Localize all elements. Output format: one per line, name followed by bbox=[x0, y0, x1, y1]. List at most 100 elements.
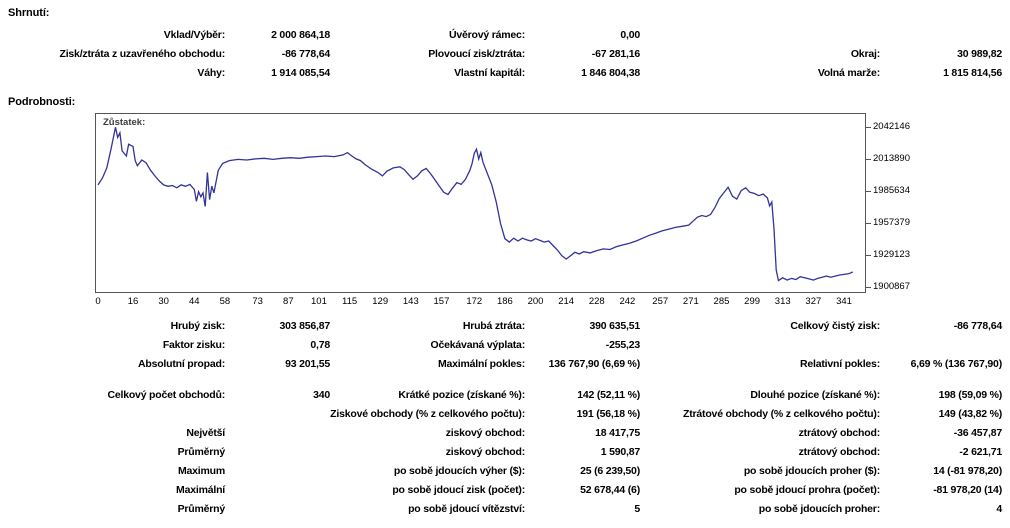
stat-value bbox=[225, 443, 330, 462]
balance-series-line bbox=[97, 127, 854, 282]
x-axis-label: 143 bbox=[402, 296, 419, 307]
stat-label: po sobě jdoucí vítězství: bbox=[408, 503, 525, 515]
stat-label: Ziskové obchody (% z celkového počtu): bbox=[330, 408, 525, 420]
stat-value: 30 989,82 bbox=[957, 48, 1002, 60]
x-axis-label: 87 bbox=[283, 296, 294, 307]
stat-value: 1 590,87 bbox=[600, 446, 640, 458]
stat-value: 149 (43,82 %) bbox=[938, 408, 1003, 420]
stat-label bbox=[640, 26, 880, 45]
x-axis-label: 44 bbox=[188, 296, 200, 307]
x-axis-label: 115 bbox=[342, 296, 358, 307]
x-axis-label: 157 bbox=[433, 296, 450, 307]
stat-label: po sobě jdoucí prohra (počet): bbox=[734, 484, 880, 496]
x-axis-label: 172 bbox=[466, 296, 483, 307]
stat-label: Úvěrový rámec: bbox=[449, 29, 525, 41]
y-axis-tick bbox=[866, 222, 871, 224]
x-axis-label: 299 bbox=[744, 296, 761, 307]
y-axis-label: 1929123 bbox=[873, 248, 910, 260]
stat-label: Faktor zisku: bbox=[162, 339, 225, 351]
stat-value: 4 bbox=[996, 503, 1002, 515]
stat-value bbox=[225, 481, 330, 500]
stat-label: ztrátový obchod: bbox=[798, 427, 881, 439]
x-axis-label: 30 bbox=[158, 296, 169, 307]
x-axis-label: 228 bbox=[588, 296, 605, 307]
x-axis-label: 16 bbox=[127, 296, 139, 307]
stat-value bbox=[225, 462, 330, 481]
stat-label: Průměrný bbox=[177, 503, 226, 515]
stat-label: po sobě jdoucích proher ($): bbox=[743, 465, 880, 477]
x-axis-label: 73 bbox=[252, 296, 263, 307]
stat-label: Hrubý zisk: bbox=[170, 320, 226, 332]
chart-plot-area: Zůstatek: bbox=[95, 113, 866, 293]
x-axis-label: 0 bbox=[95, 296, 101, 307]
stat-label: Dlouhé pozice (získané %): bbox=[750, 389, 880, 401]
x-axis-label: 186 bbox=[496, 296, 513, 307]
x-axis-label: 285 bbox=[713, 296, 730, 307]
stat-label: Vklad/Výběr: bbox=[163, 29, 225, 41]
summary-section-title: Shrnutí: bbox=[8, 7, 50, 19]
stat-value bbox=[225, 424, 330, 443]
x-axis-label: 214 bbox=[558, 296, 575, 307]
stat-label: Relativní pokles: bbox=[799, 358, 880, 370]
stats-grid-bottom: Celkový počet obchodů: 340 Krátké pozice (… bbox=[8, 386, 1002, 519]
stat-label: po sobě jdoucích výher ($): bbox=[393, 465, 525, 477]
stat-value: 0,00 bbox=[620, 29, 640, 41]
x-axis-label: 313 bbox=[774, 296, 791, 307]
stat-label: Vlastní kapitál: bbox=[454, 67, 525, 79]
stat-value: -255,23 bbox=[605, 339, 640, 351]
stat-label: Okraj: bbox=[850, 48, 880, 60]
stat-label: po sobě jdoucí zisk (počet): bbox=[392, 484, 525, 496]
balance-line bbox=[97, 127, 854, 282]
y-axis-tick bbox=[866, 159, 871, 160]
stat-value: 1 815 814,56 bbox=[943, 67, 1002, 79]
x-axis-label: 341 bbox=[836, 296, 852, 307]
stat-label bbox=[8, 405, 225, 424]
stat-label bbox=[640, 336, 880, 355]
stat-value: 136 767,90 (6,69 %) bbox=[548, 358, 641, 370]
x-axis-label: 257 bbox=[652, 296, 669, 307]
stat-value: 142 (52,11 %) bbox=[577, 389, 640, 401]
stat-label: Plovoucí zisk/ztráta: bbox=[428, 48, 525, 60]
stat-value: 93 201,55 bbox=[285, 358, 330, 370]
stat-value: 52 678,44 (6) bbox=[580, 484, 640, 496]
summary-grid: Vklad/Výběr: 2 000 864,18 Úvěrový rámec: 0,… bbox=[8, 26, 1002, 83]
stat-value: -2 621,71 bbox=[959, 446, 1002, 458]
y-axis-tick bbox=[866, 191, 871, 192]
stat-value bbox=[880, 26, 1002, 45]
y-axis-label: 2013890 bbox=[873, 153, 910, 164]
stat-value: -36 457,87 bbox=[953, 427, 1002, 439]
y-axis-tick bbox=[866, 127, 871, 128]
y-axis-tick bbox=[866, 254, 871, 256]
x-axis-label: 129 bbox=[372, 296, 389, 307]
stats-grid-top: Hrubý zisk: 303 856,87 Hrubá ztráta: 390 63… bbox=[8, 317, 1002, 374]
stat-label: Maximum bbox=[177, 465, 225, 477]
stat-label: Maximální bbox=[176, 484, 225, 496]
y-axis-label: 2042146 bbox=[873, 121, 910, 132]
stat-label: Váhy: bbox=[197, 67, 225, 79]
stat-value: 25 (6 239,50) bbox=[580, 465, 640, 477]
stat-label: Celkový čistý zisk: bbox=[790, 320, 880, 332]
stat-label: ziskový obchod: bbox=[445, 427, 525, 439]
stat-label: Celkový počet obchodů: bbox=[107, 389, 225, 401]
stat-label: Krátké pozice (získané %): bbox=[398, 389, 525, 401]
stat-label: Ztrátové obchody (% z celkového počtu): bbox=[683, 408, 880, 420]
stat-value: 340 bbox=[313, 389, 330, 401]
stat-value bbox=[880, 336, 1002, 355]
x-axis-label: 242 bbox=[619, 296, 636, 307]
stat-label: ziskový obchod: bbox=[445, 446, 525, 458]
report-page: Shrnutí: Vklad/Výběr: 2 000 864,18 Úvěrový… bbox=[8, 6, 1002, 519]
stat-value: 303 856,87 bbox=[279, 320, 330, 332]
stat-value: -81 978,20 (14) bbox=[933, 484, 1002, 496]
x-axis-label: 58 bbox=[219, 296, 231, 307]
stat-value: 5 bbox=[634, 503, 640, 515]
x-axis-label: 101 bbox=[311, 296, 327, 307]
stat-label: Očekávaná výplata: bbox=[430, 339, 526, 351]
stat-value: -86 778,64 bbox=[953, 320, 1002, 332]
stat-value bbox=[225, 405, 330, 424]
details-section-title: Podrobnosti: bbox=[8, 96, 76, 108]
y-axis-tick bbox=[866, 287, 871, 288]
stat-label: Průměrný bbox=[177, 446, 226, 458]
stat-value: 14 (-81 978,20) bbox=[933, 465, 1002, 477]
stat-label: Volná marže: bbox=[817, 67, 880, 79]
stat-value: -67 281,16 bbox=[591, 48, 640, 60]
